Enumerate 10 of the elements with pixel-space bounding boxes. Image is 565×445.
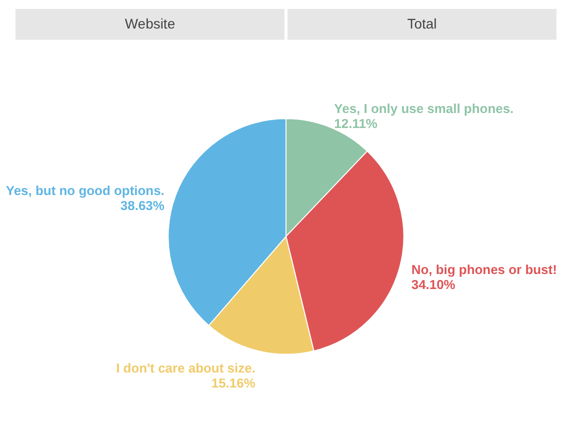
data-label: 15.16% bbox=[211, 376, 256, 391]
data-label: 38.63% bbox=[120, 198, 165, 214]
slice-label: I don't care about size. bbox=[116, 360, 256, 376]
text: Website bbox=[124, 15, 176, 32]
slice-label: Yes, I only use small phones. bbox=[334, 100, 514, 116]
data-label: 34.10% bbox=[411, 276, 456, 292]
slice-label: No, big phones or bust! bbox=[411, 262, 557, 277]
text: Total bbox=[407, 15, 437, 32]
slice-label: Yes, but no good options. bbox=[6, 183, 164, 198]
data-label: 12.11% bbox=[334, 116, 378, 131]
